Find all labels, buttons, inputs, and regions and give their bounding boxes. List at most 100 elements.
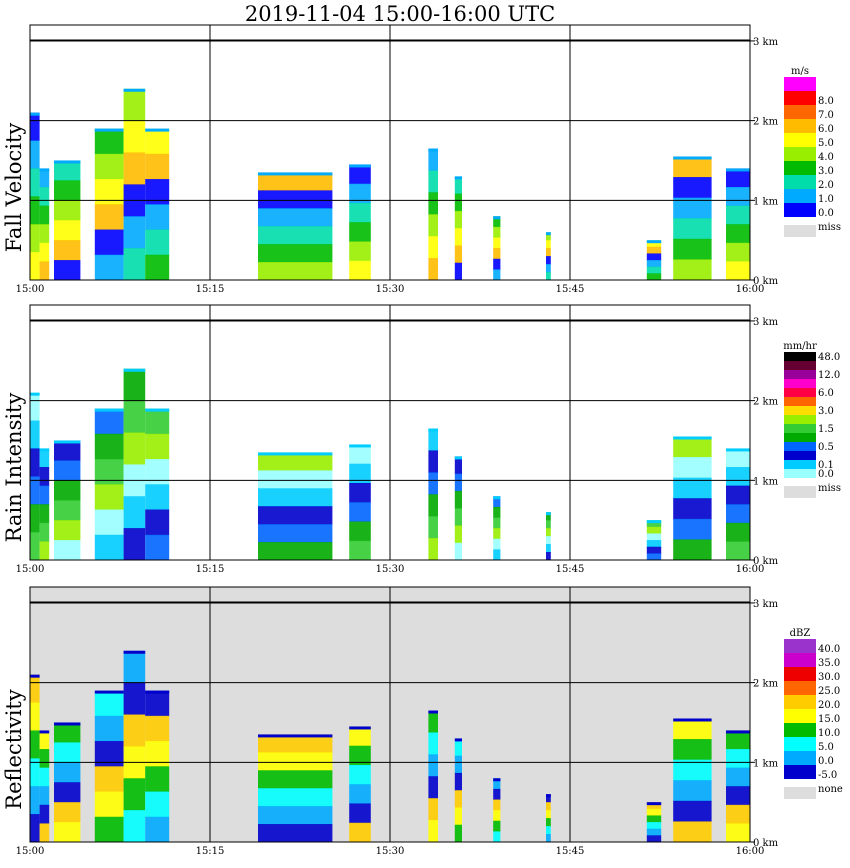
echo-cell [726,205,750,225]
echo-cell [493,226,501,238]
echo-top [349,444,371,448]
echo-cell [349,726,371,747]
x-tick-label: 15:00 [16,284,45,295]
echo-cell [258,752,333,771]
echo-cell [145,766,170,793]
echo-cell [673,218,712,240]
echo-cell [646,835,662,843]
echo-cell [145,229,170,256]
echo-cell [673,498,712,520]
echo-cell [54,762,81,783]
echo-cell [646,533,662,541]
echo-top [54,722,81,726]
echo-cell [258,524,333,543]
echo-cell [94,690,124,717]
legend-swatch [784,119,816,133]
panel-frame [29,304,751,561]
echo-cell [428,798,438,821]
echo-top [428,148,438,152]
echo-top [30,392,40,396]
panel-ylabel: Reflectivity [2,689,26,810]
echo-cell [493,820,501,832]
echo-cell [349,784,371,804]
echo-cell [39,168,50,188]
legend-label: 10.0 [818,728,840,739]
echo-cell [428,192,438,215]
legend-label: 7.0 [818,110,834,121]
legend-swatch [784,361,816,370]
echo-cell [123,216,146,249]
echo-cell [673,518,712,540]
echo-cell [349,241,371,262]
legend-swatch [784,653,816,667]
echo-cell [30,532,40,561]
echo-cell [258,770,333,789]
echo-cell [493,506,501,518]
echo-cell [94,509,124,536]
echo-top [123,368,146,372]
legend-label: 6.0 [818,124,834,135]
legend-swatch [784,723,816,737]
echo-top [145,128,170,132]
echo-cell [726,261,750,281]
echo-cell [428,538,438,561]
legend-label: 5.0 [818,742,834,753]
echo-cell [39,749,50,769]
echo-cell [54,802,81,823]
echo-cell [493,788,501,800]
echo-cell [145,179,170,205]
echo-cell [30,814,40,843]
echo-top [673,156,712,160]
echo-cell [454,824,462,843]
echo-cell [646,822,662,830]
echo-cell [493,258,501,270]
echo-cell [546,528,551,537]
echo-cell [493,496,501,508]
echo-top [454,176,462,180]
echo-cell [145,204,170,231]
echo-cell [258,734,333,753]
echo-cell [30,196,40,225]
echo-cell [54,460,81,481]
legend-label: 40.0 [818,644,840,655]
echo-top [726,730,750,734]
x-tick-label: 15:15 [196,284,225,295]
echo-cell [646,808,662,816]
echo-cell [123,650,146,684]
echo-top [94,128,124,132]
echo-cell [258,788,333,807]
echo-cell [145,816,170,843]
echo-cell [94,128,124,155]
echo-cell [39,242,50,262]
echo-cell [673,739,712,761]
echo-cell [123,152,146,185]
echo-cell [454,738,462,757]
echo-cell [493,799,501,811]
panel-ylabel: Rain Intensity [2,393,26,543]
echo-cell [123,810,146,843]
y-tick-label: 3 km [753,317,779,328]
echo-cell [454,490,462,509]
echo-cell [349,222,371,242]
echo-cell [94,153,124,180]
echo-cell [546,512,551,521]
legend-label: 1.5 [818,424,834,435]
echo-cell [39,522,50,542]
legend-missing-label: miss [818,483,841,494]
echo-cell [39,467,50,487]
echo-top [349,726,371,730]
echo-cell [673,780,712,802]
echo-top [428,710,438,714]
echo-cell [646,260,662,268]
echo-cell [123,248,146,281]
echo-top [258,172,333,176]
echo-cell [94,179,124,205]
echo-cell [454,228,462,246]
echo-cell [349,803,371,824]
legend-label: 0.5 [818,442,834,453]
echo-cell [54,822,81,843]
echo-cell [428,710,438,733]
echo-cell [30,674,40,704]
echo-cell [39,804,50,824]
echo-cell [646,273,662,281]
